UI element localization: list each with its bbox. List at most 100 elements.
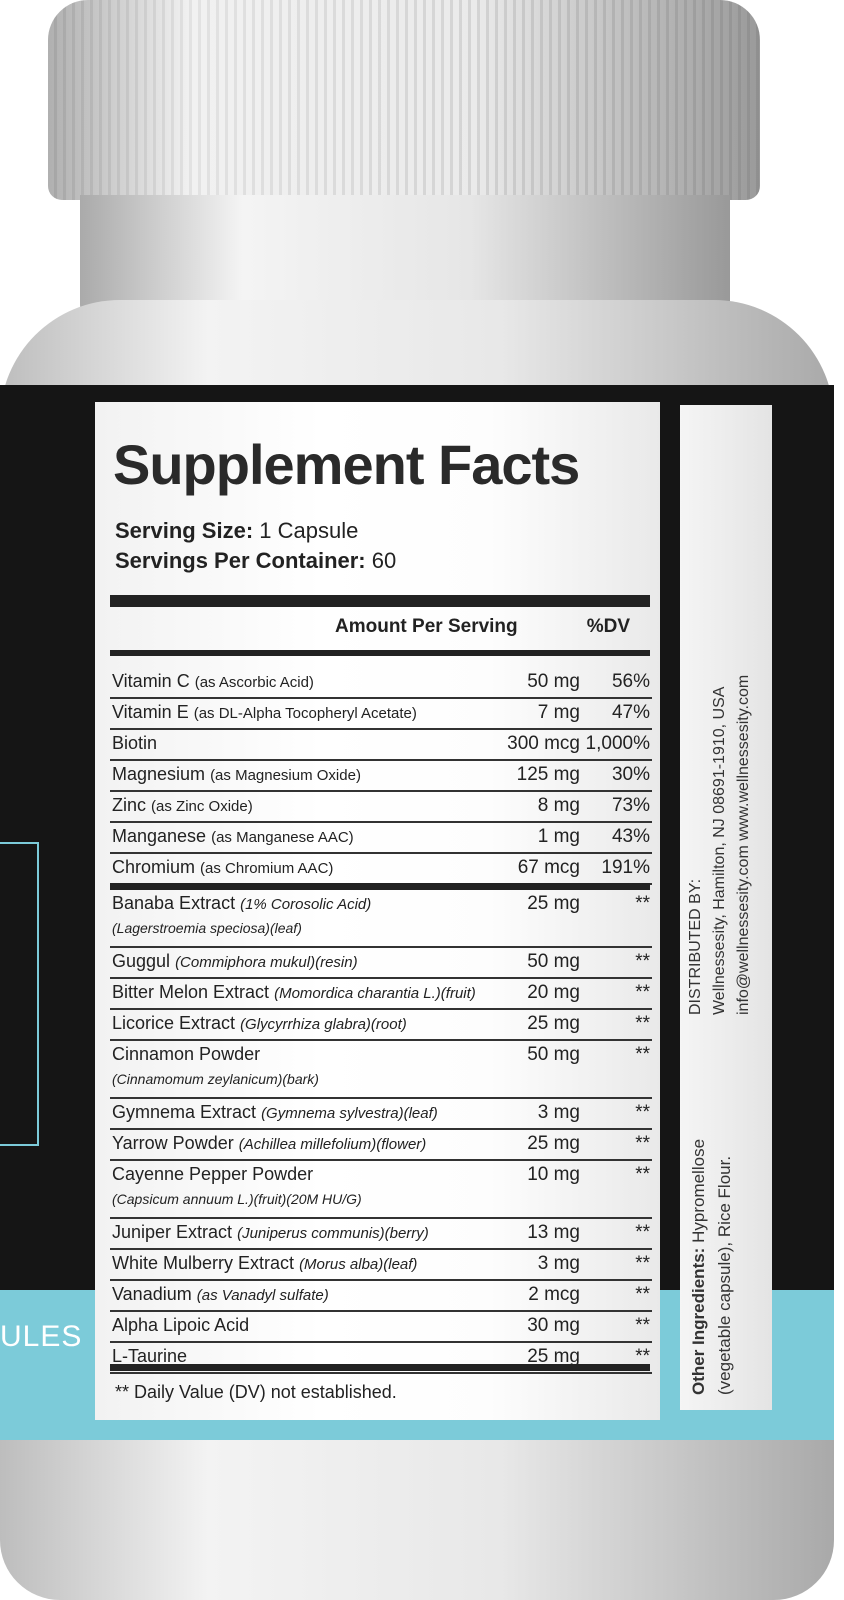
amount: 300 mcg xyxy=(507,733,580,754)
ingredient-name: Cayenne Pepper Powder xyxy=(112,1164,313,1185)
ingredient-label: Vanadium xyxy=(112,1284,192,1304)
distributor-contact: info@wellnessesity.com www.wellnessesity… xyxy=(735,674,752,1015)
ingredient-source: (Lagerstroemia speciosa)(leaf) xyxy=(112,920,302,936)
amount: 7 mg xyxy=(537,702,580,723)
ingredient-detail: (Glycyrrhiza glabra)(root) xyxy=(240,1016,407,1033)
divider xyxy=(110,883,650,890)
ingredient-label: Magnesium xyxy=(112,764,206,784)
ingredient-source: (Capsicum annuum L.)(fruit)(20M HU/G) xyxy=(112,1191,362,1207)
table-row: Yarrow Powder (Achillea millefolium)(flo… xyxy=(110,1130,652,1161)
daily-value: 47% xyxy=(611,702,650,723)
dv-header: %DV xyxy=(586,616,630,637)
table-row: Cayenne Pepper Powder (Capsicum annuum L… xyxy=(110,1161,652,1219)
daily-value: ** xyxy=(635,1102,650,1123)
amount: 67 mcg xyxy=(517,857,580,878)
amount: 50 mg xyxy=(527,951,580,972)
servings-label: Servings Per Container: xyxy=(115,548,366,573)
table-row: Vitamin E (as DL-Alpha Tocopheryl Acetat… xyxy=(110,699,652,730)
other-ingredients-line: (vegetable capsule), Rice Flour. xyxy=(715,1155,734,1395)
table-row: Banaba Extract (1% Corosolic Acid) (Lager… xyxy=(110,890,652,948)
ingredient-detail: (Juniperus communis)(berry) xyxy=(237,1225,429,1242)
ingredient-detail: (as Zinc Oxide) xyxy=(151,798,253,815)
ingredient-name: Bitter Melon Extract (Momordica charanti… xyxy=(112,982,476,1003)
daily-value: ** xyxy=(635,1253,650,1274)
ingredient-name: Gymnema Extract (Gymnema sylvestra)(leaf… xyxy=(112,1102,438,1123)
amount: 50 mg xyxy=(527,1044,580,1065)
side-panel: Other Ingredients: Hypromellose (vegetab… xyxy=(680,405,772,1410)
daily-value: ** xyxy=(635,1346,650,1367)
divider xyxy=(110,650,650,656)
daily-value: ** xyxy=(635,1164,650,1185)
ingredient-label: Biotin xyxy=(112,733,158,753)
amount: 25 mg xyxy=(527,1013,580,1034)
ingredient-label: Guggul xyxy=(112,951,171,971)
table-row: Chromium (as Chromium AAC) 67 mcg 191% xyxy=(110,854,652,885)
table-row: Gymnema Extract (Gymnema sylvestra)(leaf… xyxy=(110,1099,652,1130)
ingredient-detail: (as Chromium AAC) xyxy=(200,860,334,877)
table-row: Guggul (Commiphora mukul)(resin) 50 mg ** xyxy=(110,948,652,979)
daily-value: 30% xyxy=(611,764,650,785)
daily-value: 56% xyxy=(611,671,650,692)
amount: 125 mg xyxy=(516,764,580,785)
ingredient-name: L-Taurine xyxy=(112,1346,187,1367)
ingredient-detail: (Commiphora mukul)(resin) xyxy=(175,954,358,971)
table-row: Zinc (as Zinc Oxide) 8 mg 73% xyxy=(110,792,652,823)
daily-value: 43% xyxy=(611,826,650,847)
serving-size-label: Serving Size: xyxy=(115,518,254,543)
other-ingredients-line: Hypromellose xyxy=(689,1138,708,1243)
table-row: Vanadium (as Vanadyl sulfate) 2 mcg ** xyxy=(110,1281,652,1312)
distributor-address: Wellnessesity, Hamilton, NJ 08691-1910, … xyxy=(711,686,728,1015)
ingredient-label: Licorice Extract xyxy=(112,1013,236,1033)
ingredient-detail: (Achillea millefolium)(flower) xyxy=(238,1136,427,1153)
amount: 13 mg xyxy=(527,1222,580,1243)
table-row: Manganese (as Manganese AAC) 1 mg 43% xyxy=(110,823,652,854)
ingredient-detail: (as Manganese AAC) xyxy=(211,829,354,846)
amount: 10 mg xyxy=(527,1164,580,1185)
daily-value: 73% xyxy=(611,795,650,816)
ingredient-label: Alpha Lipoic Acid xyxy=(112,1315,250,1335)
amount: 25 mg xyxy=(527,893,580,914)
ingredient-label: L-Taurine xyxy=(112,1346,188,1366)
ingredient-label: White Mulberry Extract xyxy=(112,1253,295,1273)
daily-value: ** xyxy=(635,1044,650,1065)
bottle-cap xyxy=(48,0,760,200)
table-row: Cinnamon Powder (Cinnamomum zeylanicum)(… xyxy=(110,1041,652,1099)
table-row: L-Taurine 25 mg ** xyxy=(110,1343,652,1374)
amount: 20 mg xyxy=(527,982,580,1003)
table-row: Juniper Extract (Juniperus communis)(ber… xyxy=(110,1219,652,1250)
ingredient-name: Yarrow Powder (Achillea millefolium)(flo… xyxy=(112,1133,426,1154)
ingredient-detail: (as DL-Alpha Tocopheryl Acetate) xyxy=(193,705,417,722)
amount: 30 mg xyxy=(527,1315,580,1336)
distributor: DISTRIBUTED BY: Wellnessesity, Hamilton,… xyxy=(684,675,756,1015)
ingredient-name: Licorice Extract (Glycyrrhiza glabra)(ro… xyxy=(112,1013,407,1034)
ingredient-label: Banaba Extract xyxy=(112,893,236,913)
front-partial-text: ULES xyxy=(0,1320,83,1353)
ingredient-name: Vitamin C (as Ascorbic Acid) xyxy=(112,671,314,692)
amount: 50 mg xyxy=(527,671,580,692)
ingredient-label: Zinc xyxy=(112,795,147,815)
ingredient-label: Manganese xyxy=(112,826,207,846)
amount: 25 mg xyxy=(527,1133,580,1154)
ingredient-name: Cinnamon Powder xyxy=(112,1044,260,1065)
ingredient-detail: (as Ascorbic Acid) xyxy=(194,674,314,691)
herb-rows: Banaba Extract (1% Corosolic Acid) (Lager… xyxy=(110,890,652,1374)
amount-header: Amount Per Serving xyxy=(335,616,518,637)
ingredient-name: Alpha Lipoic Acid xyxy=(112,1315,249,1336)
table-row: Licorice Extract (Glycyrrhiza glabra)(ro… xyxy=(110,1010,652,1041)
ingredient-label: Vitamin E xyxy=(112,702,189,722)
table-row: Magnesium (as Magnesium Oxide) 125 mg 30% xyxy=(110,761,652,792)
ingredient-label: Cinnamon Powder xyxy=(112,1044,261,1064)
ingredient-name: White Mulberry Extract (Morus alba)(leaf… xyxy=(112,1253,417,1274)
ingredient-detail: (as Magnesium Oxide) xyxy=(210,767,361,784)
ingredient-label: Cayenne Pepper Powder xyxy=(112,1164,314,1184)
daily-value: ** xyxy=(635,1222,650,1243)
ingredient-name: Chromium (as Chromium AAC) xyxy=(112,857,333,878)
ingredient-detail: (Morus alba)(leaf) xyxy=(299,1256,418,1273)
other-ingredients: Other Ingredients: Hypromellose (vegetab… xyxy=(686,1139,738,1395)
serving-info: Serving Size: 1 Capsule Servings Per Con… xyxy=(115,516,396,576)
table-row: Alpha Lipoic Acid 30 mg ** xyxy=(110,1312,652,1343)
daily-value: ** xyxy=(635,1013,650,1034)
table-row: Bitter Melon Extract (Momordica charanti… xyxy=(110,979,652,1010)
ingredient-name: Zinc (as Zinc Oxide) xyxy=(112,795,253,816)
amount: 2 mcg xyxy=(528,1284,580,1305)
